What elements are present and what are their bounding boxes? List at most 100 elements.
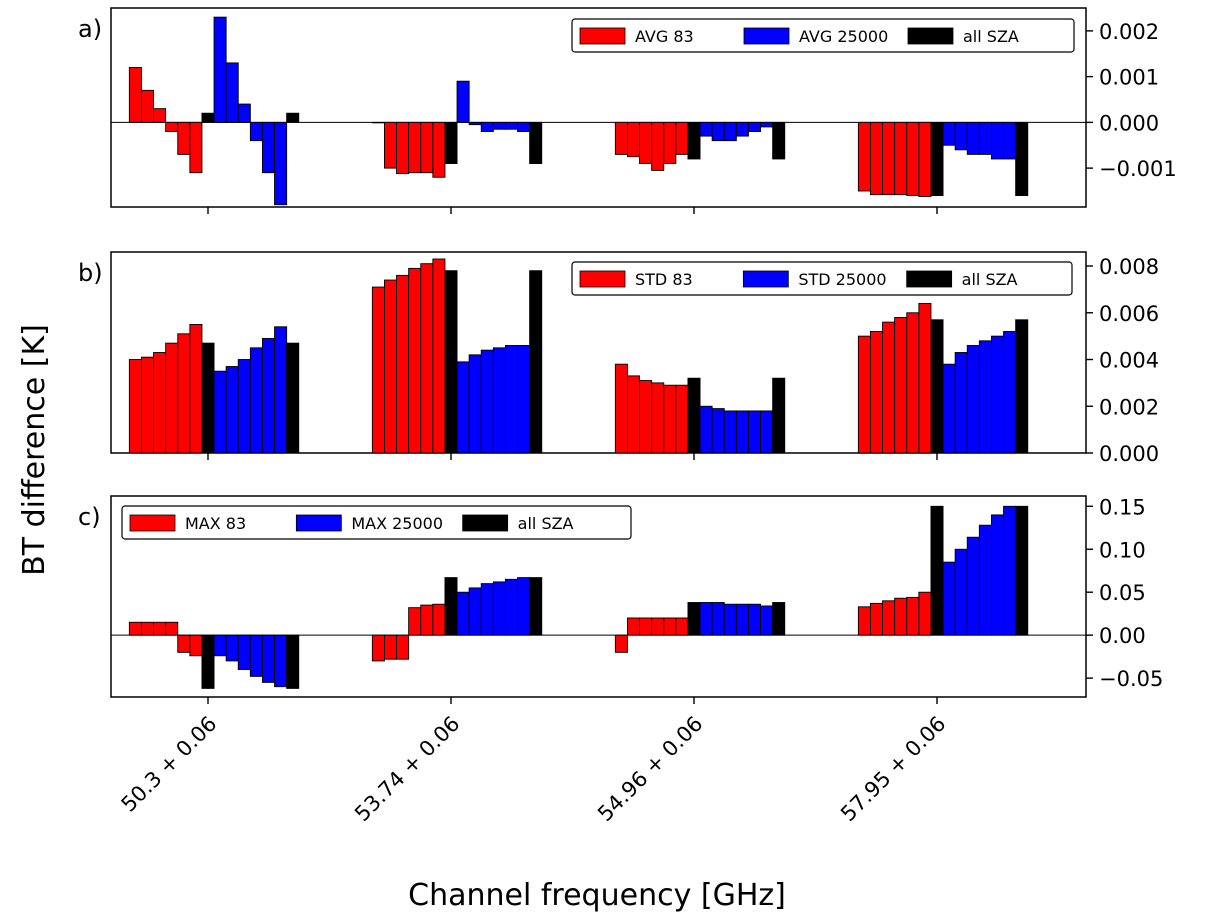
bar-red [614,363,628,454]
y-tick-label: −0.001 [1099,157,1177,181]
y-tick-label: 0.001 [1099,66,1159,90]
bar-red [420,121,434,174]
bar-red [128,67,142,123]
bar-blue [991,514,1005,636]
bar-blue [735,603,749,636]
legend-entry: all SZA [518,514,574,533]
bar-red [918,302,932,454]
bar-blue [456,80,470,123]
bar-blue [517,121,531,132]
bar-blue [468,354,482,454]
bar-blue [249,121,263,142]
bar-blue [237,103,251,123]
bar-red [857,606,871,636]
bar-blue [480,349,494,454]
legend-entry: STD 83 [635,270,693,289]
bar-black [930,505,944,636]
bar-red [165,342,179,454]
bar-blue [237,634,251,670]
bar-red [627,121,641,158]
bar-red [614,634,628,653]
bar-black [286,342,300,454]
y-tick-label: 0.00 [1099,624,1146,648]
bar-black [529,270,543,454]
bar-red [663,617,677,636]
bar-black [1015,319,1029,454]
bar-red [918,121,932,197]
bar-black [1015,121,1029,197]
legend-swatch [742,270,789,288]
bar-blue [978,340,992,454]
bar-red [639,617,653,636]
panel-label: b) [78,259,103,287]
bar-blue [262,121,276,174]
bar-red [165,621,179,636]
bar-blue [1003,505,1017,636]
bar-red [882,121,896,196]
bar-red [420,604,434,636]
bar-black [201,342,215,454]
legend-swatch [906,270,953,288]
bar-blue [760,410,774,454]
bar-black [286,634,300,689]
bar-blue [942,121,956,146]
bar-black [687,377,701,454]
bar-blue [262,634,276,683]
bar-blue [249,347,263,454]
bar-red [153,108,167,123]
bar-red [870,602,884,636]
bar-blue [760,121,774,128]
bar-blue [711,121,725,142]
bar-blue [213,16,227,123]
bar-red [894,121,908,196]
bar-blue [978,524,992,636]
bar-red [408,607,422,636]
bar-red [189,324,203,454]
bar-blue [456,591,470,636]
bar-red [177,121,191,155]
bar-red [882,600,896,636]
bar-blue [966,121,980,155]
bar-blue [991,121,1005,160]
bar-red [396,274,410,454]
bar-blue [480,583,494,636]
bar-red [870,331,884,454]
bar-blue [954,548,968,636]
bar-red [140,356,154,454]
bar-red [396,634,410,660]
bar-blue [480,121,494,132]
bar-red [140,89,154,123]
bar-red [140,621,154,636]
bar-blue [699,405,713,454]
bar-blue [468,121,482,126]
bar-blue [942,561,956,636]
bar-blue [735,410,749,454]
legend-swatch [907,27,954,45]
bar-blue [517,577,531,636]
legend: AVG 83 AVG 25000 all SZA [571,18,1075,53]
bar-blue [468,587,482,636]
bar-red [663,384,677,454]
legend-entry: AVG 25000 [799,27,888,46]
x-tick-labels: 50.3 + 0.06 53.74 + 0.06 54.96 + 0.06 57… [117,712,951,826]
bar-blue [274,634,288,688]
bar-blue [492,121,506,130]
x-tick-label-3: 54.96 + 0.06 [593,712,707,826]
legend-swatch [462,514,509,532]
bar-red [639,380,653,454]
legend: STD 83 STD 25000 all SZA [571,261,1073,296]
bar-red [651,617,665,636]
legend-swatch [129,514,176,532]
y-tick-label: 0.05 [1099,581,1146,605]
bar-blue [456,361,470,454]
bar-red [432,121,446,178]
bar-blue [723,603,737,636]
bar-red [384,279,398,454]
bar-red [165,121,179,132]
bar-red [420,263,434,454]
bar-blue [274,121,288,206]
bar-blue [978,121,992,155]
legend: MAX 83 MAX 25000 all SZA [121,505,632,540]
bar-blue [942,363,956,454]
bar-red [371,634,385,662]
